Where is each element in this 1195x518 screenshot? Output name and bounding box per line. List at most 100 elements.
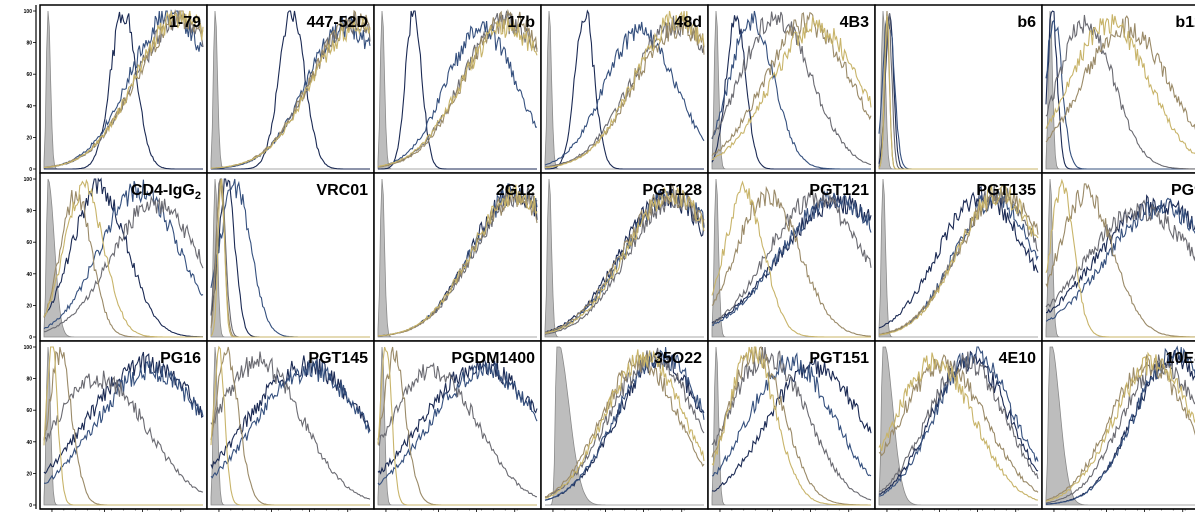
panel-label: PG9 <box>1171 182 1195 199</box>
histogram-series-3 <box>44 195 204 333</box>
y-tick-label: 20 <box>26 135 32 141</box>
panel-label: VRC01 <box>316 182 368 199</box>
panel-pg9: PG9 <box>1041 172 1195 342</box>
histogram-series-2 <box>878 346 1039 497</box>
panel-17b: 17b <box>373 4 542 174</box>
panel-frame <box>39 172 208 342</box>
panel-label: 48d <box>674 14 702 31</box>
panel-label: PGT128 <box>642 182 702 199</box>
panel-frame <box>373 340 542 510</box>
histogram-series-5 <box>544 187 705 334</box>
histogram-series-2 <box>43 179 204 330</box>
histogram-series-5 <box>878 352 1039 501</box>
histogram-series-2 <box>1045 345 1195 505</box>
panel-label: 10E8 <box>1166 350 1195 367</box>
histogram-series-3 <box>1045 199 1195 308</box>
histogram-series-4 <box>878 354 1039 493</box>
control-histogram <box>544 178 704 338</box>
panel-35o22: 35O22 <box>540 340 709 510</box>
panel-frame <box>206 172 375 342</box>
histogram-series-5 <box>1045 178 1195 338</box>
histogram-series-5 <box>878 184 1039 336</box>
histogram-series-3 <box>1045 14 1195 170</box>
histogram-series-2 <box>377 361 538 486</box>
y-tick-label: 100 <box>24 177 33 183</box>
histogram-series-3 <box>43 370 204 493</box>
panel-pgt145: PGT145 <box>206 340 375 510</box>
y-tick-label: 0 <box>29 167 32 173</box>
histogram-series-4 <box>711 11 872 157</box>
panel-label: 447-52D <box>307 14 368 31</box>
panel-2g12: 2G12 <box>373 172 542 342</box>
histogram-series-2 <box>711 190 872 327</box>
histogram-series-1 <box>211 10 370 170</box>
histogram-series-2 <box>711 10 871 170</box>
y-tick-label: 60 <box>26 408 32 414</box>
histogram-series-5 <box>711 346 871 506</box>
panel-frame <box>1041 4 1195 174</box>
control-histogram <box>377 178 537 338</box>
histogram-series-4 <box>544 353 705 498</box>
histogram-series-3 <box>1045 354 1195 504</box>
y-tick-label: 20 <box>26 471 32 477</box>
y-tick-label: 80 <box>26 377 32 383</box>
panel-label: 17b <box>507 14 535 31</box>
panel-447-52d: 447-52D <box>206 4 375 174</box>
panel-frame <box>874 4 1043 174</box>
panel-label: b12 <box>1175 14 1195 31</box>
histogram-series-5 <box>43 10 204 169</box>
histogram-series-5 <box>210 178 370 338</box>
panel-48d: 48d <box>540 4 709 174</box>
panel-4e10: 4E10 <box>874 340 1043 510</box>
panel-label: 4E10 <box>999 350 1036 367</box>
histogram-series-1 <box>378 10 537 170</box>
histogram-series-1 <box>878 185 1039 329</box>
histogram-series-3 <box>711 11 872 166</box>
y-tick-label: 40 <box>26 272 32 278</box>
histogram-series-1 <box>44 11 203 170</box>
panel-b12: b12 <box>1041 4 1195 174</box>
panel-10e8: 10E8 <box>1041 340 1195 510</box>
histogram-series-2 <box>1045 19 1195 170</box>
histogram-series-5 <box>377 346 537 506</box>
histogram-series-2 <box>1045 197 1195 322</box>
histogram-series-2 <box>711 352 872 477</box>
histogram-series-3 <box>711 346 872 501</box>
histogram-series-5 <box>43 178 203 338</box>
histogram-series-4 <box>711 346 871 506</box>
histogram-series-4 <box>377 189 538 337</box>
panel-cd4-igg: CD4-IgG2 <box>39 172 208 342</box>
panel-label: PG16 <box>160 350 201 367</box>
panel-1-79: 1-79 <box>39 4 208 174</box>
histogram-series-2 <box>377 21 538 168</box>
panel-pgt121: PGT121 <box>707 172 876 342</box>
histogram-series-2 <box>544 21 705 166</box>
control-histogram <box>878 346 1038 506</box>
histogram-series-1 <box>377 357 538 475</box>
panel-4b3: 4B3 <box>707 4 876 174</box>
panel-label: 2G12 <box>496 182 535 199</box>
histogram-series-5 <box>544 10 705 169</box>
y-tick-label: 100 <box>24 9 33 15</box>
y-tick-label: 60 <box>26 72 32 78</box>
histogram-series-3 <box>210 351 371 500</box>
panel-b6: b6 <box>874 4 1043 174</box>
y-tick-label: 40 <box>26 104 32 110</box>
panel-label: 35O22 <box>654 350 702 367</box>
histogram-series-5 <box>711 180 871 338</box>
histogram-series-4 <box>377 8 538 168</box>
panel-label: PGT135 <box>976 182 1036 199</box>
histogram-series-4 <box>1045 15 1195 143</box>
y-tick-label: 80 <box>26 209 32 215</box>
histogram-series-3 <box>377 362 537 498</box>
histogram-series-5 <box>377 184 538 337</box>
histogram-series-3 <box>711 187 872 325</box>
histogram-series-5 <box>210 345 370 506</box>
histogram-series-1 <box>545 9 704 170</box>
panel-label: b6 <box>1017 14 1036 31</box>
histogram-series-5 <box>545 349 705 499</box>
panel-label: CD4-IgG2 <box>131 182 201 202</box>
panel-vrc01: VRC01 <box>206 172 375 342</box>
panel-label: 4B3 <box>840 14 869 31</box>
